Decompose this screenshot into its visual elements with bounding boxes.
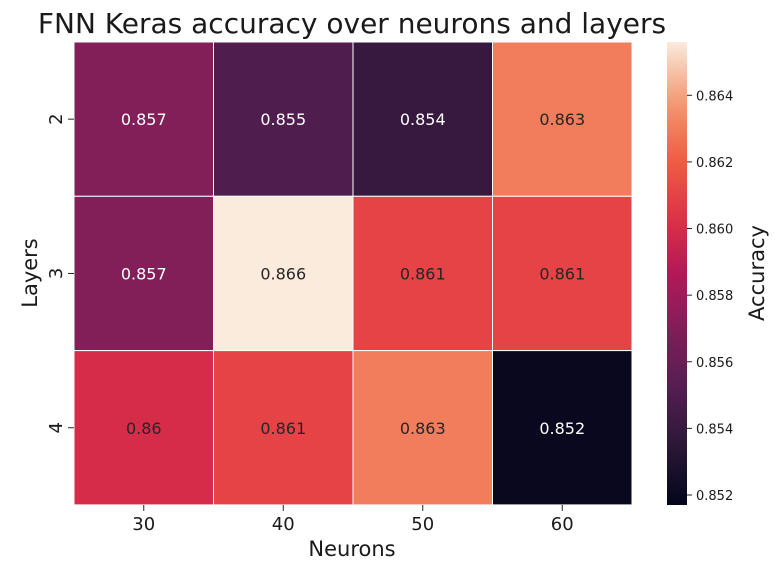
- colorbar-tick-label: 0.860: [696, 223, 733, 238]
- x-tick-label: 30: [132, 514, 155, 535]
- cell-value-label: 0.854: [400, 110, 446, 129]
- cell-value-label: 0.866: [260, 264, 306, 283]
- y-tick-label: 2: [46, 113, 67, 124]
- colorbar-tick-label: 0.856: [696, 356, 733, 371]
- heatmap-cell: [73, 195, 214, 352]
- cell-value-label: 0.857: [121, 264, 167, 283]
- heatmap-cell: [492, 41, 633, 197]
- x-tick-label: 40: [272, 514, 295, 535]
- colorbar: [667, 42, 687, 505]
- cell-value-label: 0.861: [539, 264, 585, 283]
- cell-value-label: 0.86: [126, 419, 162, 438]
- colorbar-tick-label: 0.862: [696, 156, 733, 171]
- heatmap-cell: [492, 350, 633, 506]
- colorbar-tick-label: 0.858: [696, 289, 733, 304]
- y-tick-label: 4: [46, 422, 67, 433]
- colorbar-label: Accuracy: [745, 225, 769, 321]
- cell-value-label: 0.861: [260, 419, 306, 438]
- y-axis-label: Layers: [18, 238, 42, 308]
- cell-value-label: 0.861: [400, 264, 446, 283]
- cell-value-label: 0.857: [121, 110, 167, 129]
- heatmap-cell: [352, 195, 493, 352]
- cell-value-label: 0.863: [400, 419, 446, 438]
- cell-value-label: 0.863: [539, 110, 585, 129]
- x-axis-label: Neurons: [308, 537, 395, 561]
- x-tick-label: 60: [551, 514, 574, 535]
- colorbar-tick-label: 0.852: [696, 489, 733, 504]
- heatmap-cell: [213, 195, 354, 352]
- colorbar-tick-label: 0.864: [696, 89, 733, 104]
- chart-title: FNN Keras accuracy over neurons and laye…: [38, 7, 666, 40]
- x-tick-label: 50: [411, 514, 434, 535]
- x-axis-ticks: 30 40 50 60: [132, 504, 574, 535]
- colorbar-tick-label: 0.854: [696, 422, 733, 437]
- cell-value-label: 0.852: [539, 419, 585, 438]
- heatmap-cell: [73, 41, 214, 197]
- cell-value-label: 0.855: [260, 110, 306, 129]
- y-axis-ticks: 2 3 4: [46, 113, 74, 433]
- heatmap-cells: 0.857 0.855 0.854 0.863 0.857 0.866 0.861 0.861…: [73, 41, 633, 506]
- y-tick-label: 3: [46, 268, 67, 279]
- heatmap-cell: [352, 41, 493, 197]
- heatmap-cell: [213, 41, 354, 197]
- colorbar-ticks: 0.852 0.854 0.856 0.858 0.860 0.862 0.864: [687, 89, 733, 504]
- heatmap-cell: [213, 350, 354, 506]
- heatmap-cell: [492, 195, 633, 352]
